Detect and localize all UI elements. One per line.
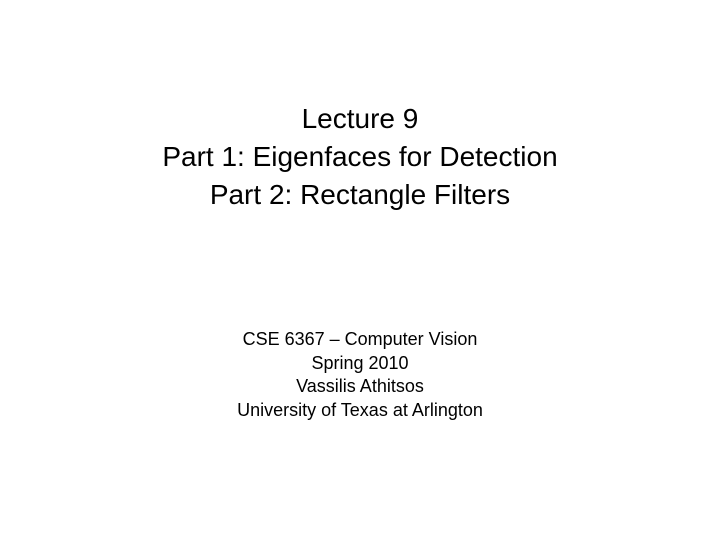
subtitle-line-4: University of Texas at Arlington	[237, 399, 483, 422]
subtitle-block: CSE 6367 – Computer Vision Spring 2010 V…	[237, 328, 483, 422]
subtitle-line-2: Spring 2010	[237, 352, 483, 375]
title-line-3: Part 2: Rectangle Filters	[162, 176, 557, 214]
title-block: Lecture 9 Part 1: Eigenfaces for Detecti…	[162, 100, 557, 213]
subtitle-line-1: CSE 6367 – Computer Vision	[237, 328, 483, 351]
slide-container: Lecture 9 Part 1: Eigenfaces for Detecti…	[0, 0, 720, 540]
title-line-1: Lecture 9	[162, 100, 557, 138]
title-line-2: Part 1: Eigenfaces for Detection	[162, 138, 557, 176]
subtitle-line-3: Vassilis Athitsos	[237, 375, 483, 398]
